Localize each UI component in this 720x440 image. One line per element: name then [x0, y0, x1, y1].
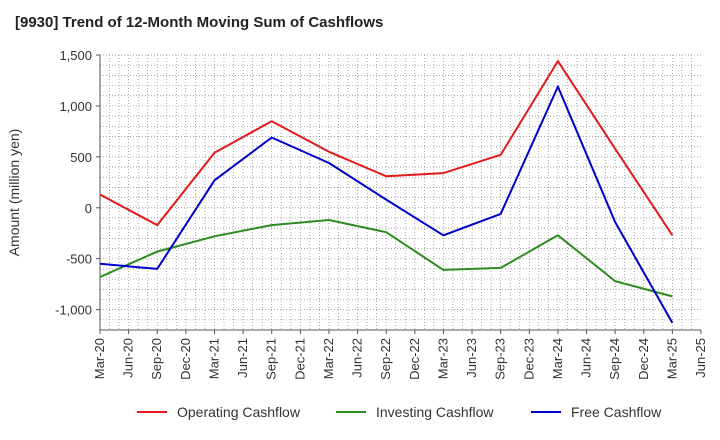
chart-legend: Operating Cashflow Investing Cashflow Fr… [0, 404, 720, 426]
series-line-investing-cashflow [99, 219, 673, 298]
x-tick-label: Dec-23 [521, 338, 536, 380]
x-tick-label: Dec-22 [407, 338, 422, 380]
x-tick-label: Sep-22 [378, 338, 393, 380]
y-tick-label: 0 [85, 201, 92, 216]
x-tick-label: Jun-23 [464, 338, 479, 378]
legend-swatch-investing-cashflow [336, 411, 366, 413]
legend-label-free-cashflow: Free Cashflow [571, 404, 662, 420]
x-tick-label: Sep-23 [493, 338, 508, 380]
x-tick-label: Dec-20 [178, 338, 193, 380]
y-tick-label: -1,000 [55, 303, 92, 318]
legend-item-investing-cashflow: Investing Cashflow [336, 404, 494, 420]
x-tick-label: Jun-21 [235, 338, 250, 378]
legend-label-investing-cashflow: Investing Cashflow [376, 404, 494, 420]
x-tick-label: Jun-25 [693, 338, 708, 378]
x-tick-label: Sep-21 [264, 338, 279, 380]
x-tick-label: Jun-22 [350, 338, 365, 378]
y-tick-label: 500 [70, 150, 92, 165]
x-tick-label: Sep-24 [607, 338, 622, 380]
y-tick-label: -500 [66, 252, 92, 267]
x-tick-label: Jun-24 [579, 338, 594, 378]
x-tick-label: Dec-21 [292, 338, 307, 380]
chart-title: [9930] Trend of 12-Month Moving Sum of C… [15, 14, 384, 31]
legend-swatch-operating-cashflow [137, 411, 167, 413]
x-tick-label: Mar-21 [206, 338, 221, 379]
y-tick-label: 1,000 [59, 99, 92, 114]
legend-swatch-free-cashflow [531, 411, 561, 413]
series-line-free-cashflow [99, 85, 674, 324]
legend-item-free-cashflow: Free Cashflow [531, 404, 661, 420]
x-tick-label: Mar-25 [664, 338, 679, 379]
legend-item-operating-cashflow: Operating Cashflow [137, 404, 300, 420]
x-tick-label: Mar-22 [321, 338, 336, 379]
x-tick-label: Mar-20 [92, 338, 107, 379]
series-line-operating-cashflow [99, 60, 674, 236]
x-tick-label: Mar-24 [550, 338, 565, 379]
y-tick-label: 1,500 [59, 48, 92, 63]
y-axis-label: Amount (million yen) [6, 129, 22, 257]
x-tick-label: Dec-24 [636, 338, 651, 380]
x-tick-label: Jun-20 [121, 338, 136, 378]
x-tick-label: Mar-23 [435, 338, 450, 379]
x-tick-label: Sep-20 [149, 338, 164, 380]
legend-label-operating-cashflow: Operating Cashflow [177, 404, 300, 420]
